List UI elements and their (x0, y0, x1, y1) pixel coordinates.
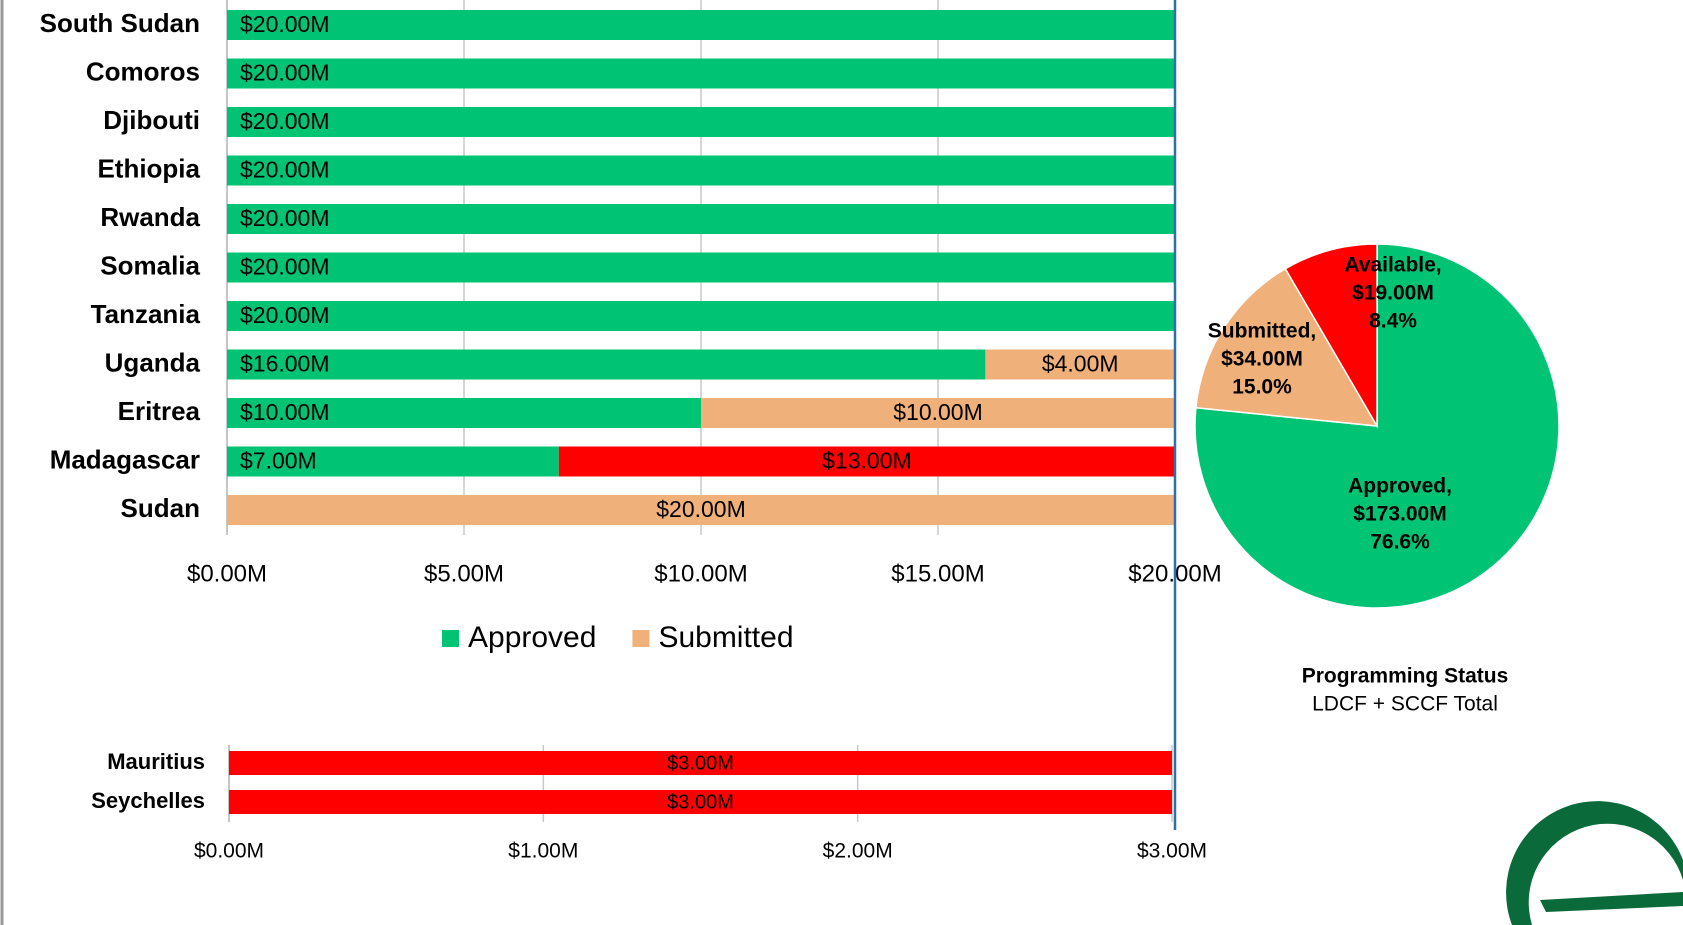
slice-name: Submitted, (1208, 320, 1317, 343)
bar-segment (227, 107, 1175, 137)
logo (1506, 801, 1683, 925)
data-label: $3.00M (667, 752, 734, 774)
bar-segment (227, 349, 986, 380)
slice-amount: $34.00M (1221, 348, 1303, 371)
data-label: $4.00M (1042, 351, 1119, 377)
data-label: $20.00M (240, 205, 330, 231)
data-label: $20.00M (240, 11, 330, 37)
x-tick-label: $0.00M (194, 840, 264, 863)
data-label: $20.00M (240, 157, 330, 183)
legend-swatch (442, 630, 459, 647)
data-label: $13.00M (822, 448, 912, 474)
bar-segment (227, 155, 1175, 186)
x-tick-label: $15.00M (891, 560, 984, 587)
slice-percent: 15.0% (1232, 376, 1292, 399)
category-label: Tanzania (91, 299, 201, 329)
category-label: Somalia (100, 250, 200, 280)
category-label: Uganda (105, 347, 201, 377)
bar-segment (701, 398, 1175, 428)
category-label: Ethiopia (97, 153, 200, 183)
bar-segment (227, 252, 1175, 283)
pie-subtitle: LDCF + SCCF Total (1312, 693, 1498, 716)
data-label: $16.00M (240, 351, 330, 377)
bar-segment (227, 398, 701, 428)
category-label: Comoros (86, 56, 200, 86)
data-label: $3.00M (667, 791, 734, 813)
data-label: $7.00M (240, 448, 317, 474)
data-label: $10.00M (893, 399, 983, 425)
bar-segment (227, 301, 1175, 331)
slice-percent: 8.4% (1369, 310, 1417, 333)
x-tick-label: $3.00M (1137, 840, 1207, 863)
legend-label: Approved (468, 621, 596, 654)
legend-swatch (632, 630, 650, 647)
slice-name: Approved, (1348, 475, 1452, 498)
data-label: $20.00M (240, 302, 330, 328)
bar-segment (227, 446, 559, 477)
slice-amount: $19.00M (1352, 282, 1434, 305)
data-label: $20.00M (240, 108, 330, 134)
slice-amount: $173.00M (1353, 503, 1446, 526)
category-label: Djibouti (103, 105, 200, 135)
bar-segment (227, 495, 1175, 525)
pie-slice (1284, 243, 1378, 429)
category-label: Madagascar (50, 444, 200, 474)
x-tick-label: $0.00M (187, 560, 267, 587)
x-tick-label: $5.00M (424, 560, 504, 587)
data-label: $20.00M (656, 496, 746, 522)
pie-slice (1194, 243, 1560, 609)
x-tick-label: $10.00M (654, 560, 747, 587)
slice-name: Available, (1344, 254, 1441, 277)
bar-segment (227, 10, 1175, 40)
pie-title: Programming Status (1302, 665, 1509, 688)
category-label: South Sudan (40, 8, 200, 38)
bar-segment (229, 790, 1172, 814)
x-tick-label: $1.00M (508, 840, 578, 863)
data-label: $20.00M (240, 254, 330, 280)
bar-segment (229, 751, 1172, 775)
bar-segment (985, 349, 1175, 380)
category-label: Sudan (121, 493, 200, 523)
x-tick-label: $2.00M (823, 840, 893, 863)
category-label: Rwanda (100, 202, 200, 232)
category-label: Mauritius (107, 749, 205, 774)
slice-percent: 76.6% (1370, 531, 1430, 554)
bar-segment (227, 204, 1175, 234)
pie-slice (1195, 267, 1379, 427)
bar-segment (558, 446, 1175, 477)
category-label: Seychelles (91, 788, 205, 813)
data-label: $10.00M (240, 399, 330, 425)
category-label: Eritrea (118, 396, 201, 426)
legend-label: Submitted (658, 621, 793, 654)
bar-segment (227, 58, 1175, 89)
data-label: $20.00M (240, 60, 330, 86)
